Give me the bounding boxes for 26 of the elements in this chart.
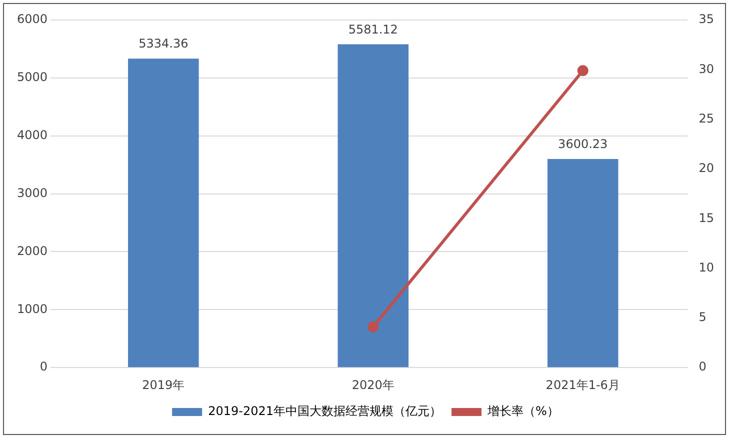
- x-tick-label: 2021年1-6月: [546, 378, 620, 392]
- x-tick-label: 2020年: [352, 378, 394, 392]
- bar: [547, 159, 618, 368]
- data-label: 5334.36: [138, 36, 188, 51]
- y-tick-label: 4000: [16, 128, 48, 142]
- y2-tick-label: 30: [698, 62, 714, 76]
- y-tick-label: 0: [40, 360, 48, 374]
- y2-tick-label: 10: [698, 260, 714, 274]
- legend-label: 增长率（%）: [486, 404, 559, 418]
- y2-tick-label: 25: [698, 111, 714, 126]
- bar: [128, 58, 199, 368]
- legend-label: 2019-2021年中国大数据经营规模（亿元）: [208, 404, 442, 418]
- y-tick-label: 3000: [16, 186, 48, 200]
- data-label: 5581.12: [348, 22, 398, 36]
- y2-tick-label: 35: [698, 12, 714, 26]
- y-tick-label: 5000: [16, 70, 48, 84]
- y-tick-label: 2000: [16, 244, 48, 258]
- x-tick-label: 2019年: [142, 378, 185, 392]
- y-tick-label: 6000: [16, 12, 48, 26]
- y2-tick-label: 15: [698, 210, 714, 225]
- data-label: 3600.23: [558, 137, 608, 152]
- y2-tick-label: 0: [698, 360, 706, 374]
- y2-tick-label: 20: [698, 161, 714, 176]
- y2-tick-label: 5: [698, 310, 706, 324]
- y-tick-label: 1000: [16, 302, 48, 316]
- bar: [338, 44, 409, 368]
